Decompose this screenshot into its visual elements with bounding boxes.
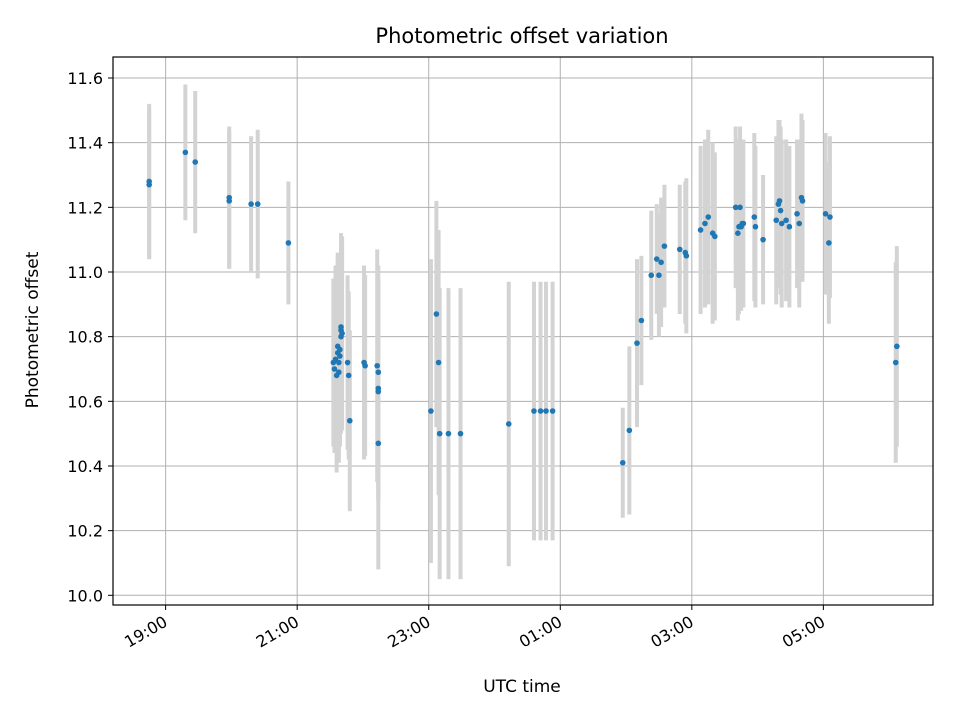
data-point bbox=[676, 246, 683, 253]
data-point bbox=[433, 311, 440, 317]
data-point bbox=[543, 408, 549, 414]
data-point bbox=[505, 421, 512, 427]
data-point bbox=[457, 430, 464, 437]
data-point bbox=[436, 430, 443, 437]
data-point bbox=[549, 408, 556, 414]
data-point bbox=[337, 346, 343, 353]
data-point bbox=[712, 233, 718, 240]
data-point bbox=[285, 240, 292, 246]
data-point bbox=[894, 343, 900, 350]
data-point bbox=[375, 388, 382, 395]
data-point bbox=[826, 240, 832, 246]
data-point bbox=[648, 272, 655, 279]
point-layer bbox=[146, 149, 900, 466]
data-point bbox=[752, 223, 759, 230]
data-point bbox=[337, 353, 343, 359]
data-point bbox=[146, 181, 152, 188]
data-point bbox=[697, 227, 704, 233]
data-point bbox=[345, 372, 352, 379]
y-tick-label: 11.2 bbox=[67, 198, 103, 217]
y-tick-label: 10.0 bbox=[67, 586, 103, 605]
y-tick-label: 11.0 bbox=[67, 263, 103, 282]
data-point bbox=[737, 204, 743, 211]
data-point bbox=[375, 369, 382, 376]
data-point bbox=[192, 159, 199, 165]
data-point bbox=[786, 223, 793, 230]
data-point bbox=[796, 220, 803, 227]
y-tick-label: 10.2 bbox=[67, 522, 103, 541]
data-point bbox=[346, 417, 353, 424]
data-point bbox=[683, 253, 690, 259]
data-point bbox=[336, 359, 342, 366]
data-point bbox=[783, 217, 789, 224]
data-point bbox=[248, 201, 254, 207]
data-point bbox=[226, 198, 233, 204]
data-point bbox=[375, 440, 382, 447]
y-tick-label: 10.4 bbox=[67, 457, 103, 476]
data-point bbox=[794, 211, 800, 217]
data-point bbox=[702, 220, 708, 227]
data-point bbox=[822, 211, 829, 217]
data-point bbox=[362, 362, 368, 369]
data-point bbox=[705, 214, 712, 220]
data-point bbox=[656, 272, 662, 279]
data-point bbox=[638, 317, 645, 324]
data-point bbox=[182, 149, 189, 156]
data-point bbox=[344, 359, 351, 366]
data-point bbox=[658, 259, 664, 266]
data-point bbox=[531, 408, 537, 414]
data-point bbox=[254, 201, 261, 207]
data-point bbox=[634, 340, 640, 346]
data-point bbox=[773, 217, 780, 224]
data-point bbox=[374, 362, 380, 369]
data-point bbox=[760, 236, 766, 243]
data-point bbox=[777, 207, 784, 214]
data-point bbox=[537, 408, 544, 414]
chart-title: Photometric offset variation bbox=[375, 24, 668, 48]
data-point bbox=[339, 330, 345, 337]
y-axis-label: Photometric offset bbox=[23, 251, 43, 408]
data-point bbox=[740, 220, 747, 227]
y-tick-label: 11.6 bbox=[67, 69, 103, 88]
data-point bbox=[336, 369, 342, 376]
data-point bbox=[626, 427, 633, 434]
data-point bbox=[778, 220, 785, 227]
data-point bbox=[435, 359, 442, 366]
data-point bbox=[428, 408, 434, 414]
data-point bbox=[799, 198, 806, 204]
data-point bbox=[892, 359, 899, 366]
data-point bbox=[331, 366, 338, 372]
data-point bbox=[661, 243, 668, 249]
data-point bbox=[445, 430, 452, 437]
data-point bbox=[653, 256, 660, 262]
data-point bbox=[776, 198, 783, 204]
y-tick-label: 10.8 bbox=[67, 328, 103, 347]
data-point bbox=[732, 204, 739, 211]
data-point bbox=[619, 459, 626, 466]
x-axis-label: UTC time bbox=[483, 677, 561, 697]
y-tick-label: 11.4 bbox=[67, 134, 103, 153]
y-tick-label: 10.6 bbox=[67, 392, 103, 411]
data-point bbox=[827, 214, 833, 220]
data-point bbox=[751, 214, 758, 220]
plot-area-frame bbox=[112, 56, 934, 606]
y-axis: 10.0 10.2 10.4 10.6 10.8 11.0 11.2 11.4 11.6 bbox=[67, 69, 113, 605]
data-point bbox=[735, 230, 741, 237]
